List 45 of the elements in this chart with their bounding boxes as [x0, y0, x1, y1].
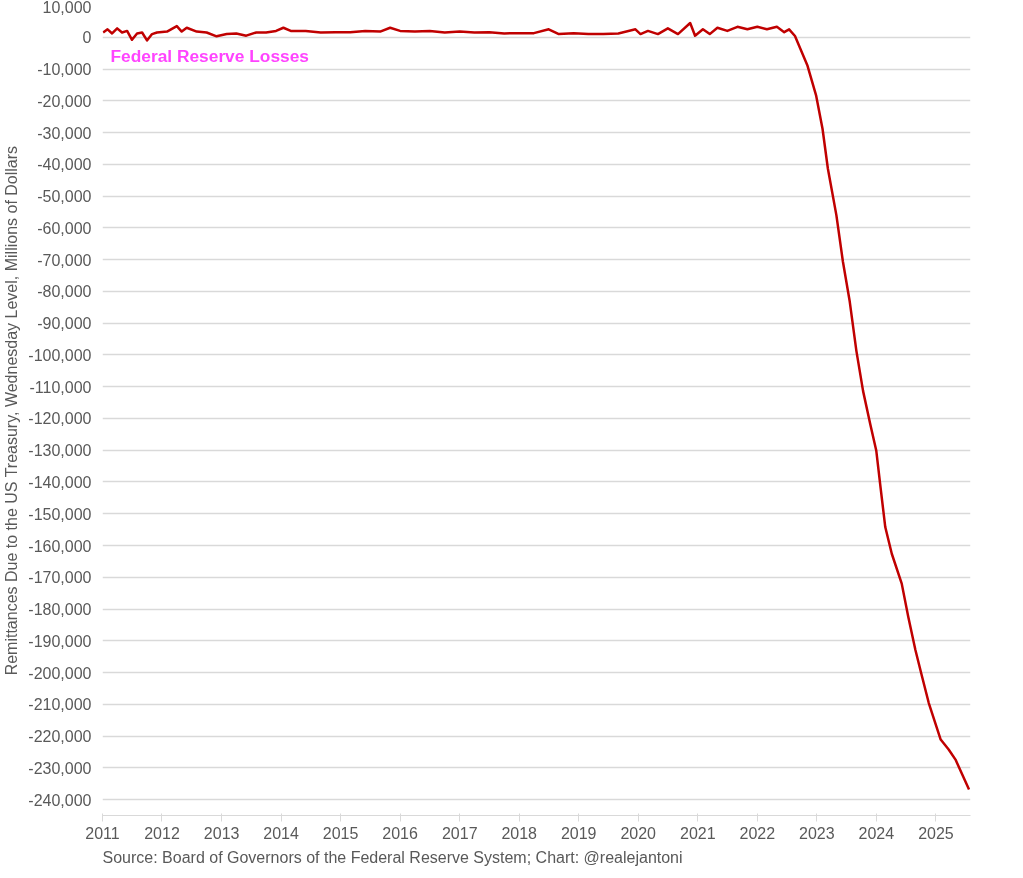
- y-tick-label: -160,000: [28, 537, 92, 555]
- y-tick-label: -220,000: [28, 728, 92, 746]
- x-tick-label: 2012: [144, 824, 180, 842]
- y-tick-label: -30,000: [37, 124, 92, 142]
- annotation: Federal Reserve Losses: [110, 45, 309, 66]
- x-tick-label: 2019: [560, 824, 597, 842]
- y-tick-label: -60,000: [37, 219, 92, 237]
- source-note: Source: Board of Governors of the Federal Reserve System; Chart: @realejantoni: [102, 848, 683, 866]
- x-tick-label: 2011: [85, 824, 120, 842]
- x-tick-label: 2014: [263, 824, 300, 842]
- y-tick-label: -180,000: [28, 601, 92, 619]
- y-tick-label: -240,000: [28, 791, 92, 809]
- x-tick-label: 2022: [739, 824, 776, 842]
- y-tick-label: -110,000: [29, 378, 92, 396]
- x-tick-label: 2025: [918, 824, 954, 842]
- y-tick-label: -90,000: [37, 315, 92, 333]
- x-tick-label: 2017: [441, 824, 478, 842]
- y-tick-label: -20,000: [37, 92, 92, 110]
- x-tick-label: 2015: [322, 824, 359, 842]
- y-tick-label: -140,000: [28, 473, 92, 491]
- x-tick-label: 2024: [858, 824, 895, 842]
- y-tick-label: 10,000: [42, 0, 92, 16]
- y-tick-label: -100,000: [28, 346, 92, 364]
- y-tick-label: -230,000: [28, 759, 92, 777]
- y-tick-label: -40,000: [37, 156, 92, 174]
- y-tick-label: 0: [82, 29, 92, 47]
- y-tick-label: -70,000: [37, 251, 92, 269]
- x-tick-label: 2021: [680, 824, 716, 842]
- y-axis-title: Remittances Due to the US Treasury, Wednesday Level, Millions of Dollars: [3, 145, 21, 676]
- y-tick-label: -210,000: [28, 696, 92, 714]
- x-tick-label: 2023: [799, 824, 835, 842]
- y-tick-label: -170,000: [28, 569, 92, 587]
- x-tick-label: 2013: [203, 824, 240, 842]
- y-tick-label: -50,000: [37, 188, 92, 206]
- x-tick-label: 2016: [382, 824, 418, 842]
- line-series: [102, 21, 971, 791]
- x-tick-label: 2020: [620, 824, 657, 842]
- y-tick-label: -150,000: [28, 505, 92, 523]
- y-tick-label: -80,000: [37, 283, 92, 301]
- x-tick-label: 2018: [501, 824, 538, 842]
- y-tick-label: -10,000: [37, 61, 92, 79]
- y-tick-label: -130,000: [28, 442, 92, 460]
- y-tick-label: -190,000: [28, 632, 92, 650]
- y-tick-label: -120,000: [28, 410, 92, 428]
- y-tick-label: -200,000: [28, 664, 92, 682]
